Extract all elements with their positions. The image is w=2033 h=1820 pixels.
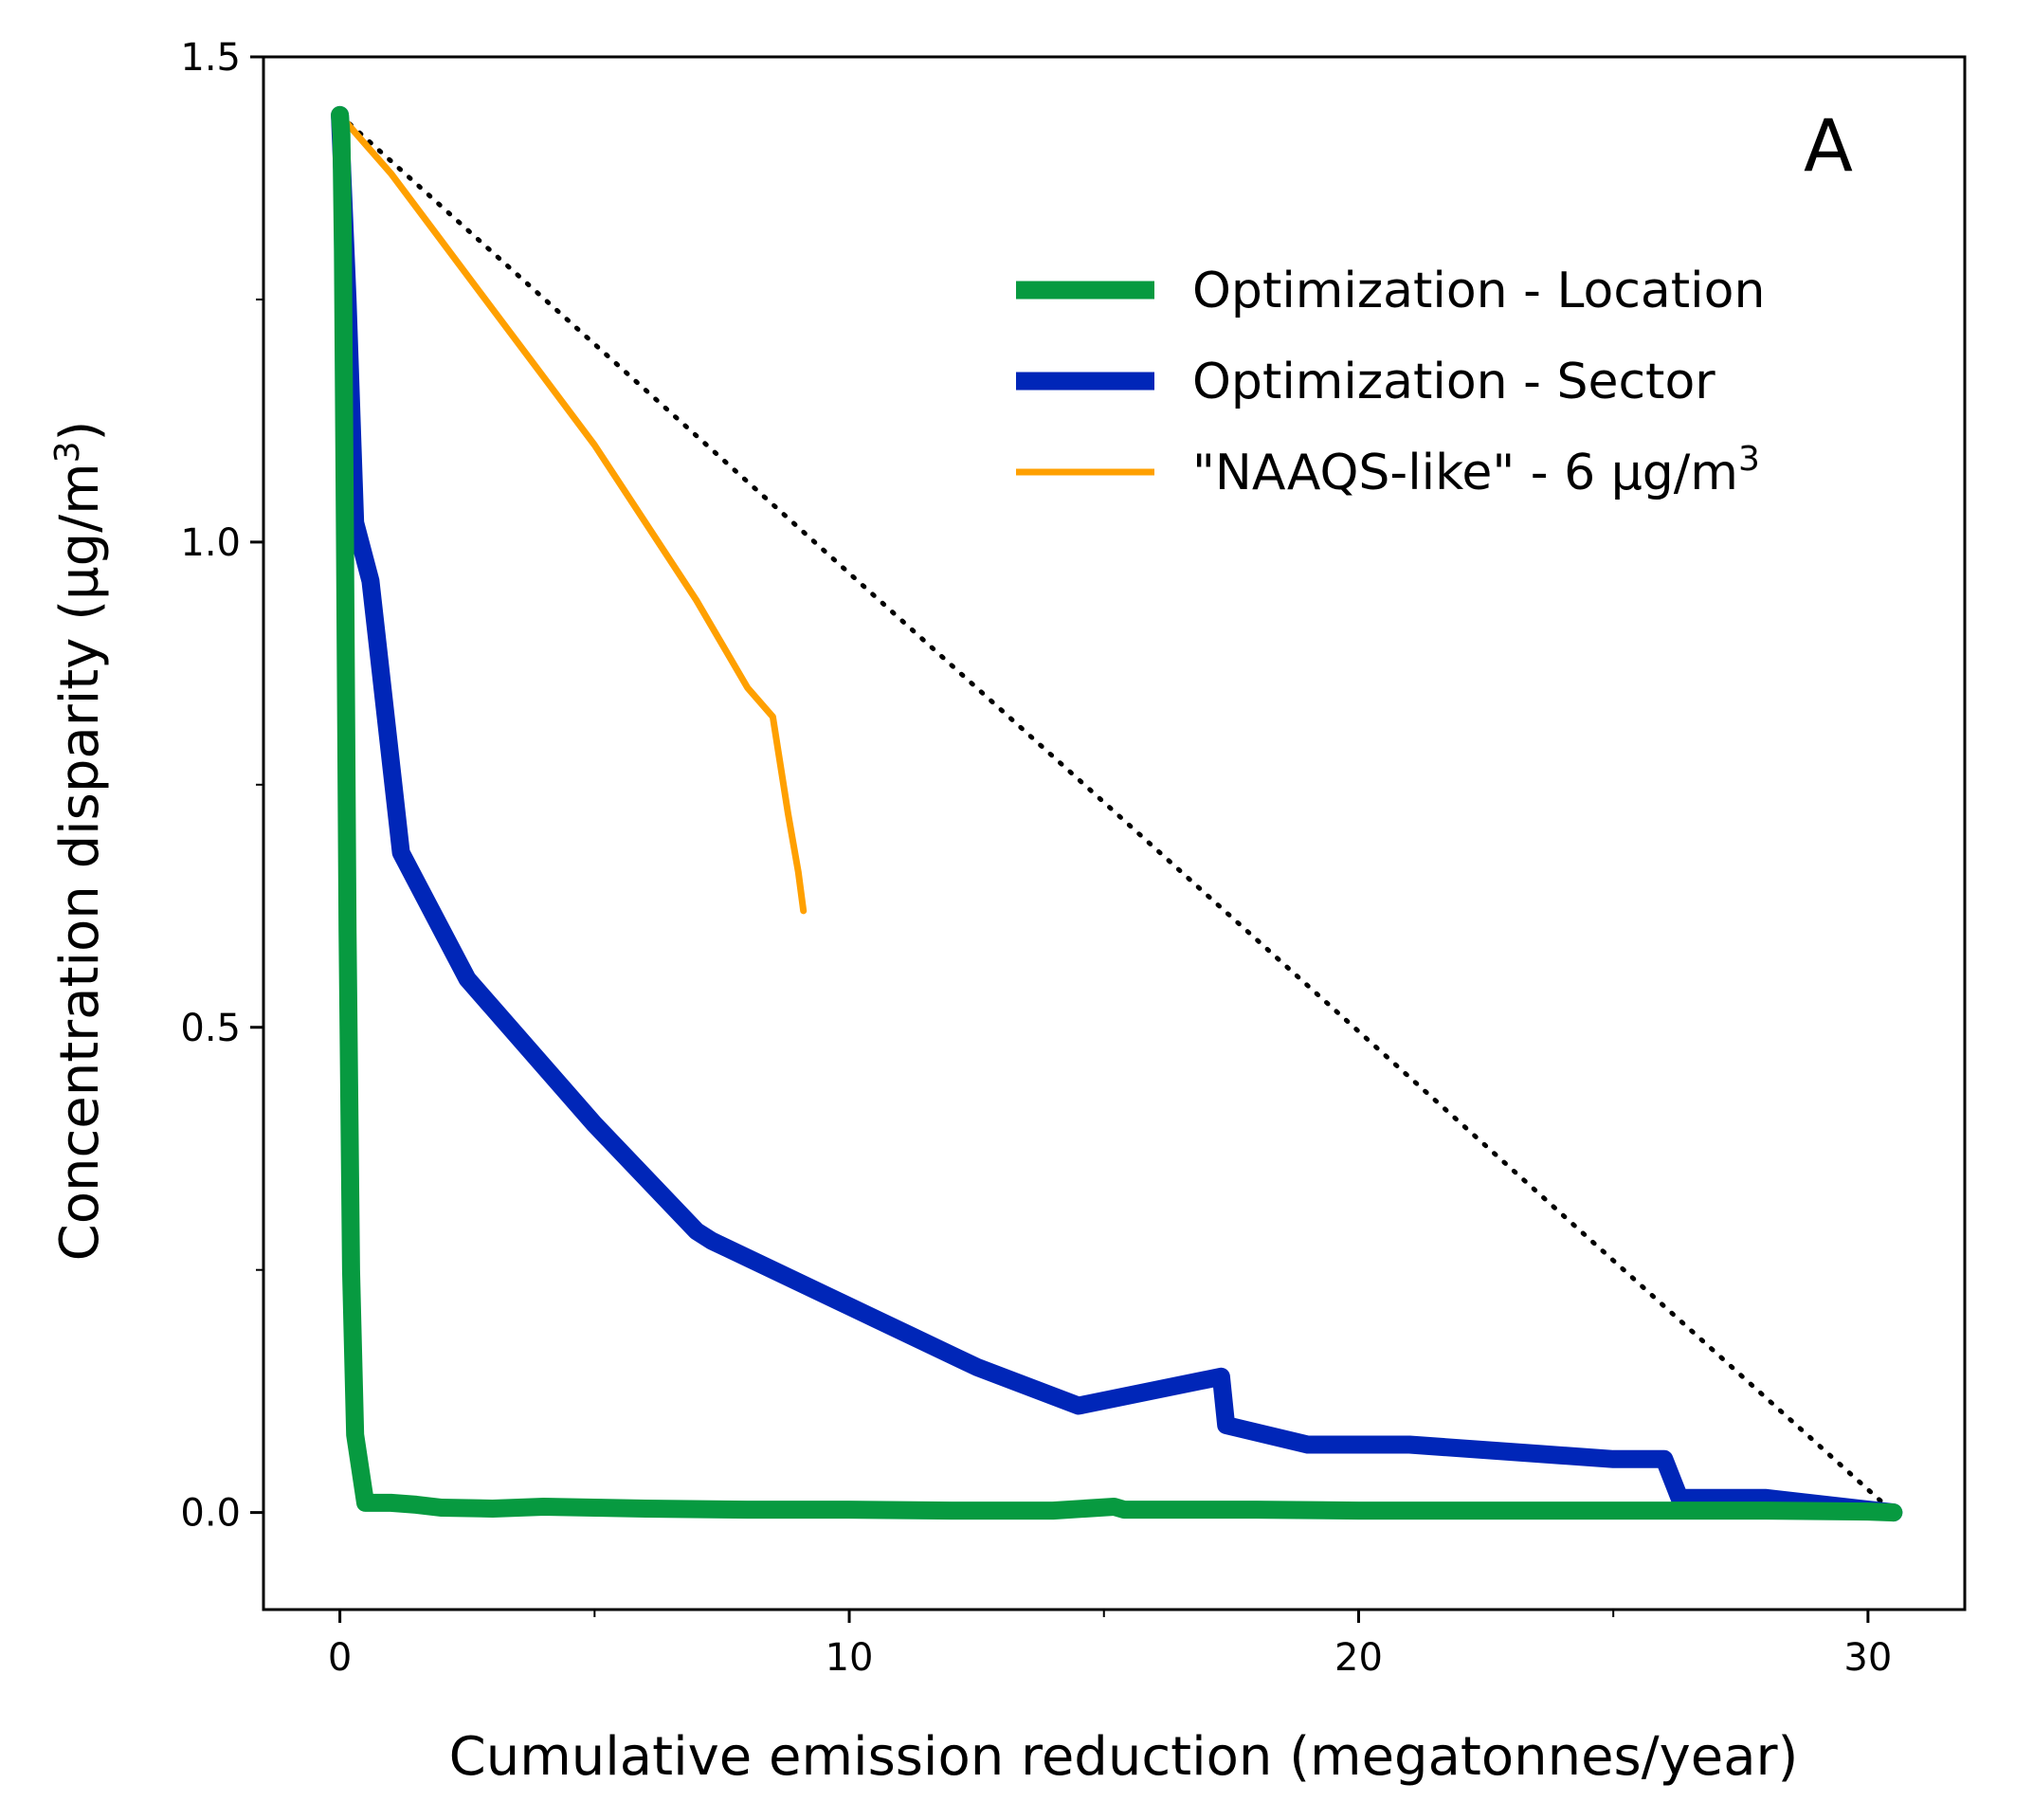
series-sector-line	[331, 105, 1903, 1522]
legend-sector: Optimization - Sector	[1016, 354, 1715, 410]
legend-sector-label: Optimization - Sector	[1192, 354, 1715, 410]
y-axis-title-main: Concentration disparity (µg/m	[49, 463, 111, 1261]
legend-location-text: Optimization - Location	[1192, 263, 1765, 319]
x-tick-label-20: 20	[1334, 1636, 1383, 1680]
legend-naaqs-sup: 3	[1738, 440, 1760, 479]
y-tick-label-1.0: 1.0	[180, 521, 241, 565]
x-tick-label-0: 0	[328, 1636, 352, 1680]
x-tick-label-10: 10	[826, 1636, 874, 1680]
y-axis-title-sup: 3	[48, 441, 87, 463]
plot-frame	[262, 55, 1967, 1611]
ticks-layer: 0 10 20 30 0.0 0.5 1.0 1.5	[180, 36, 1892, 1680]
y-axis-title: Concentration disparity (µg/m3)	[48, 421, 111, 1262]
y-tick-label-0.0: 0.0	[180, 1492, 241, 1536]
legend-location: Optimization - Location	[1016, 263, 1765, 319]
legend-naaqs-label: "NAAQS-like" - 6 µg/m3	[1192, 440, 1760, 501]
series-location-line	[331, 105, 1903, 1522]
series-layer	[331, 105, 1903, 1522]
y-tick-label-1.5: 1.5	[180, 36, 241, 80]
legend-naaqs-text: "NAAQS-like" - 6 µg/m	[1192, 445, 1738, 501]
legend: Optimization - Location Optimization - Se…	[1016, 263, 1765, 501]
x-tick-label-30: 30	[1843, 1636, 1892, 1680]
legend-sector-text: Optimization - Sector	[1192, 354, 1715, 410]
legend-naaqs: "NAAQS-like" - 6 µg/m3	[1016, 440, 1760, 501]
reference-dotted-line	[337, 112, 1897, 1516]
panel-label: A	[1804, 103, 1853, 188]
y-tick-label-0.5: 0.5	[180, 1007, 241, 1050]
y-axis-title-end: )	[49, 421, 111, 442]
x-axis-title: Cumulative emission reduction (megatonne…	[449, 1726, 1799, 1788]
legend-location-label: Optimization - Location	[1192, 263, 1765, 319]
series-naaqs-line	[336, 111, 808, 915]
